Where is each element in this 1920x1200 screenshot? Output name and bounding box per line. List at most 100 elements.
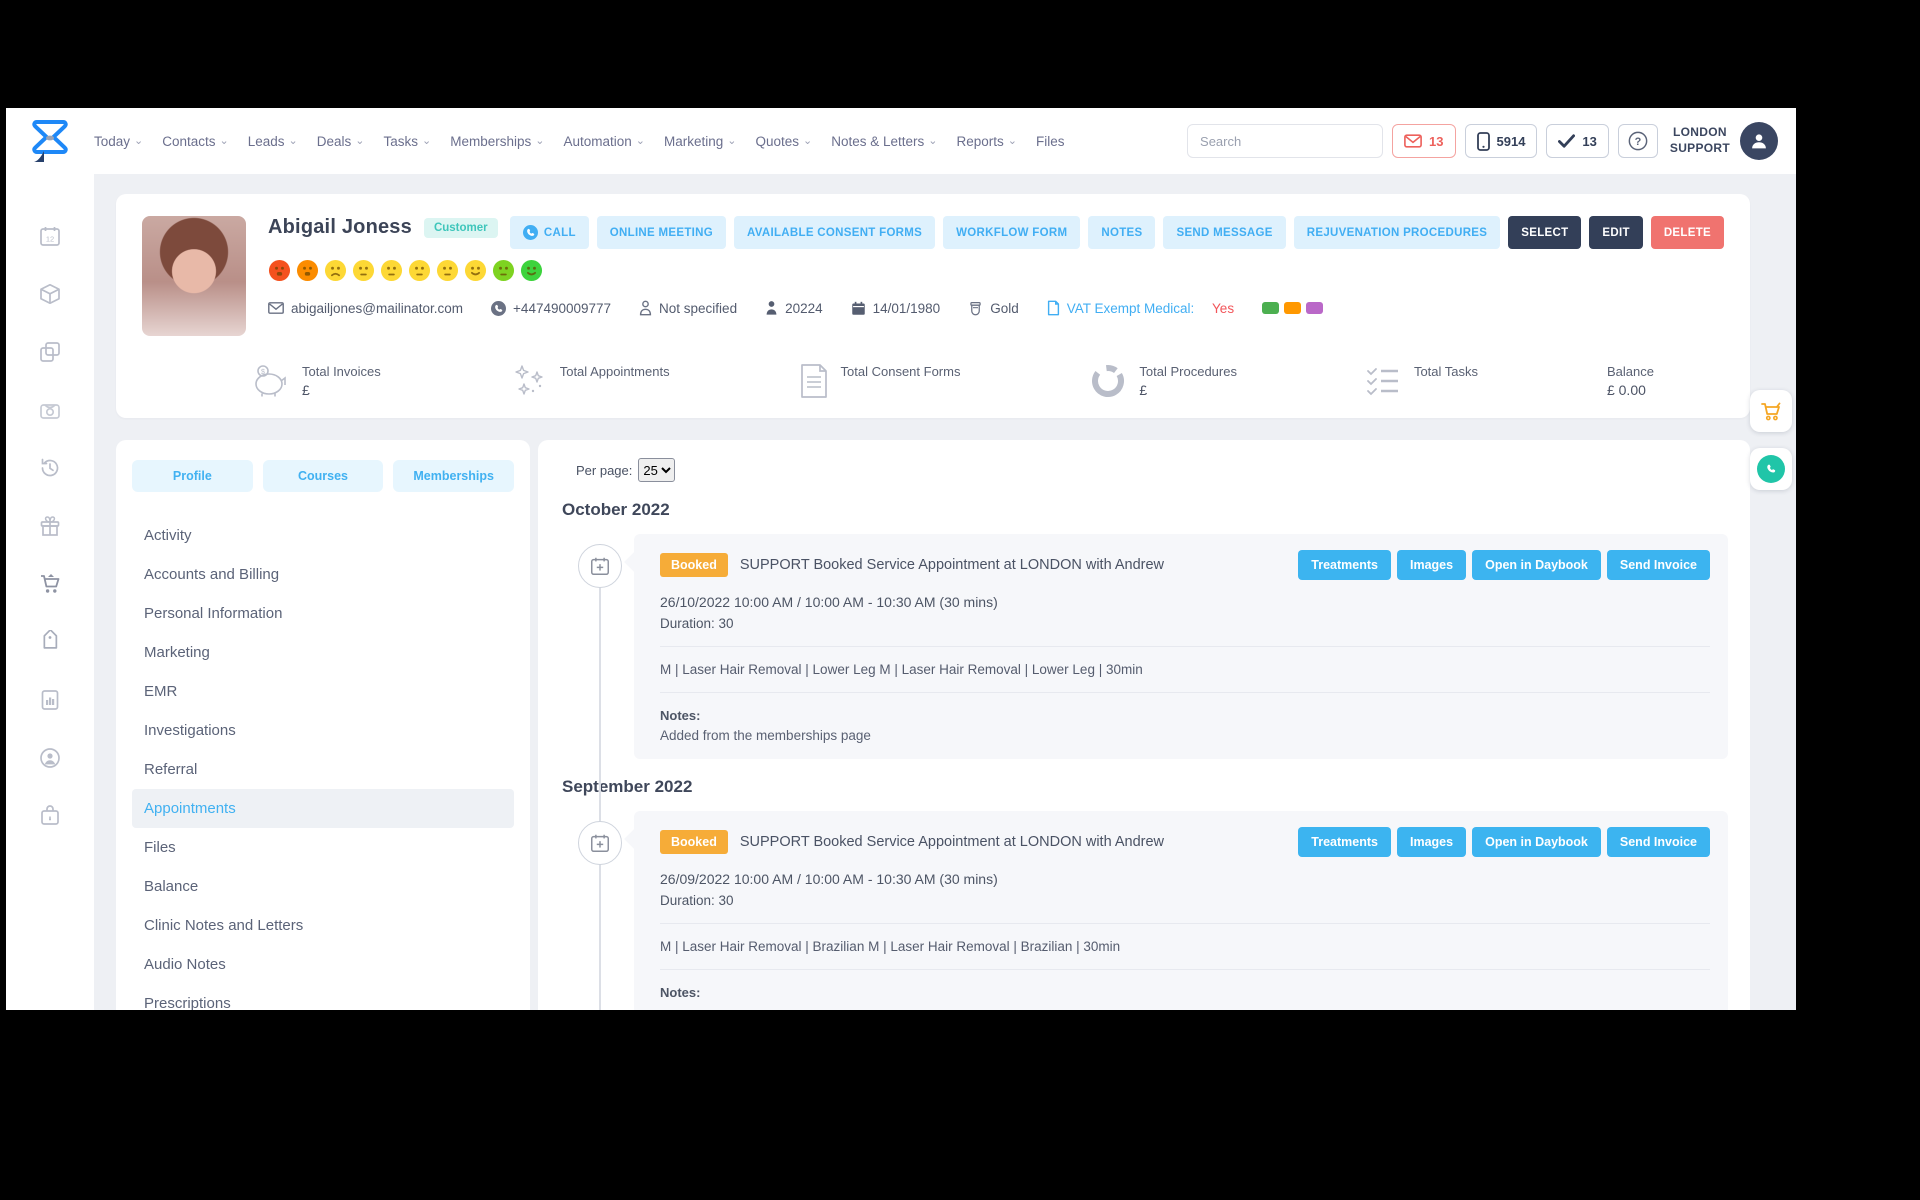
sidebar-item-clinic-notes-and-letters[interactable]: Clinic Notes and Letters (144, 917, 304, 934)
sidebar-item-clipped[interactable]: Prescriptions (144, 995, 231, 1010)
nav-marketing[interactable]: Marketing ⌄ (664, 134, 737, 149)
floating-cart-button[interactable] (1750, 390, 1792, 432)
treatments-button[interactable]: Treatments (1298, 827, 1391, 857)
gift-icon[interactable] (38, 514, 62, 538)
mood-emoji-6[interactable] (408, 259, 431, 282)
sidebar-item-accounts-and-billing[interactable]: Accounts and Billing (144, 566, 280, 583)
calendar-icon[interactable]: 12 (38, 224, 62, 248)
phone-value: +447490009777 (513, 300, 612, 316)
mail-icon (268, 302, 284, 314)
stat-label: Total Tasks (1413, 364, 1479, 379)
consent-forms-button[interactable]: AVAILABLE CONSENT FORMS (734, 216, 936, 249)
patient-header-card: Abigail Joness Customer CALL ONLINE MEET… (116, 194, 1750, 418)
camera-icon[interactable] (38, 398, 62, 422)
call-button[interactable]: CALL (509, 216, 589, 249)
send-invoice-button[interactable]: Send Invoice (1606, 550, 1710, 580)
workflow-form-button[interactable]: WORKFLOW FORM (943, 216, 1081, 249)
delete-button[interactable]: DELETE (1650, 216, 1724, 249)
inbox-button[interactable]: 13 (1392, 124, 1456, 158)
sidebar-item-personal-information[interactable]: Personal Information (144, 605, 283, 622)
send-invoice-button[interactable]: Send Invoice (1606, 827, 1710, 857)
stat-value: £ (1139, 382, 1148, 398)
nav-label: Quotes (755, 133, 800, 149)
stat-total-tasks: Total Tasks (1366, 362, 1478, 400)
appointment-duration: Duration: 30 (660, 616, 734, 631)
patient-phone: +447490009777 (491, 300, 612, 316)
images-button[interactable]: Images (1397, 827, 1467, 857)
nav-reports[interactable]: Reports ⌄ (957, 134, 1018, 149)
treatments-button[interactable]: Treatments (1298, 550, 1391, 580)
nav-label: Deals (316, 133, 352, 149)
sidebar-item-marketing[interactable]: Marketing (144, 644, 210, 661)
floating-whatsapp-button[interactable] (1750, 448, 1792, 490)
user-avatar[interactable] (1740, 122, 1778, 160)
notes-text: Added from the memberships page (660, 728, 871, 743)
nav-today[interactable]: Today ⌄ (94, 134, 143, 149)
cart-icon[interactable] (38, 572, 62, 596)
select-button[interactable]: SELECT (1508, 216, 1582, 249)
sidebar-item-balance[interactable]: Balance (144, 878, 199, 895)
sidebar-item-referral[interactable]: Referral (144, 761, 198, 778)
account-line2: SUPPORT (1669, 141, 1730, 155)
help-button[interactable]: ? (1617, 124, 1658, 158)
support-agent-icon[interactable] (38, 746, 62, 770)
chevron-down-icon: ⌄ (803, 134, 813, 147)
copy-icon[interactable] (38, 340, 62, 364)
dob-value: 14/01/1980 (872, 300, 941, 316)
rejuvenation-procedures-button[interactable]: REJUVENATION PROCEDURES (1293, 216, 1501, 249)
mood-emoji-4[interactable] (352, 259, 375, 282)
tab-profile[interactable]: Profile (132, 460, 253, 492)
mood-emoji-7[interactable] (436, 259, 459, 282)
sidebar-item-audio-notes[interactable]: Audio Notes (144, 956, 226, 973)
mood-emoji-9[interactable] (492, 259, 515, 282)
mood-emoji-8[interactable] (464, 259, 487, 282)
history-icon[interactable] (38, 456, 62, 480)
online-meeting-button[interactable]: ONLINE MEETING (596, 216, 726, 249)
edit-button[interactable]: EDIT (1589, 216, 1643, 249)
images-button[interactable]: Images (1397, 550, 1467, 580)
mood-emoji-3[interactable] (324, 259, 347, 282)
open-in-daybook-button[interactable]: Open in Daybook (1472, 827, 1601, 857)
color-label-3 (1306, 302, 1324, 314)
nav-leads[interactable]: Leads ⌄ (248, 134, 298, 149)
search-input[interactable] (1188, 133, 1383, 149)
nav-deals[interactable]: Deals ⌄ (317, 134, 365, 149)
calendar-icon (851, 301, 865, 315)
nav-notes-letters[interactable]: Notes & Letters ⌄ (831, 134, 937, 149)
send-message-button[interactable]: SEND MESSAGE (1163, 216, 1286, 249)
lock-case-icon[interactable] (38, 804, 62, 828)
app-logo[interactable] (6, 119, 94, 163)
package-icon[interactable] (38, 282, 62, 306)
nav-quotes[interactable]: Quotes ⌄ (756, 134, 813, 149)
sidebar-item-activity[interactable]: Activity (144, 527, 192, 544)
app-body: 12 Abigail Joness (6, 174, 1796, 1010)
mood-emoji-2[interactable] (296, 259, 319, 282)
nav-contacts[interactable]: Contacts ⌄ (162, 134, 229, 149)
mood-emoji-5[interactable] (380, 259, 403, 282)
tab-courses[interactable]: Courses (262, 460, 384, 492)
appointment-title: SUPPORT Booked Service Appointment at LO… (739, 834, 1165, 850)
nav-automation[interactable]: Automation ⌄ (563, 134, 645, 149)
notes-text (660, 1005, 1710, 1010)
patient-photo[interactable] (142, 216, 246, 336)
tab-memberships[interactable]: Memberships (393, 460, 515, 492)
notes-button[interactable]: NOTES (1088, 216, 1156, 249)
nav-tasks[interactable]: Tasks ⌄ (384, 134, 432, 149)
tasks-button[interactable]: 13 (1546, 124, 1609, 158)
sidebar-item-investigations[interactable]: Investigations (144, 722, 236, 739)
stat-total-appointments: Total Appointments (510, 362, 670, 400)
mood-emoji-1[interactable] (268, 259, 291, 282)
open-in-daybook-button[interactable]: Open in Daybook (1472, 550, 1601, 580)
sidebar-item-emr[interactable]: EMR (144, 683, 178, 700)
sidebar-item-appointments[interactable]: Appointments (132, 789, 514, 828)
nav-memberships[interactable]: Memberships ⌄ (450, 134, 544, 149)
nav-files[interactable]: Files (1036, 134, 1065, 149)
sidebar-item-files[interactable]: Files (144, 839, 176, 856)
phone-system-button[interactable]: 5914 (1464, 124, 1538, 158)
report-icon[interactable] (38, 688, 62, 712)
price-tag-icon[interactable] (38, 630, 62, 654)
consent-form-icon (800, 364, 827, 398)
mood-emoji-10[interactable] (520, 259, 543, 282)
per-page-select[interactable]: 25 (638, 458, 676, 482)
